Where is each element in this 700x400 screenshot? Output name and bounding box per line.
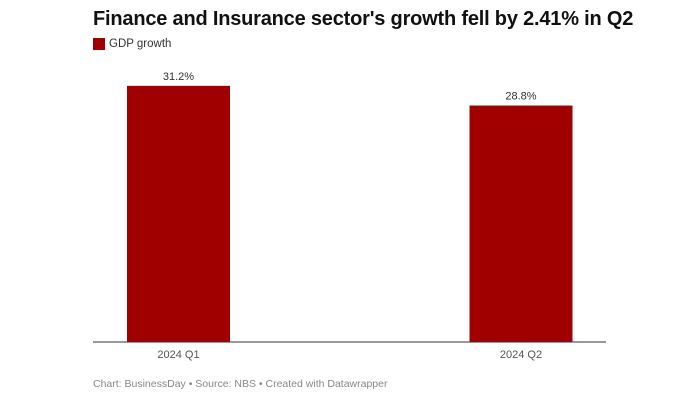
- chart-title: Finance and Insurance sector's growth fe…: [93, 8, 634, 30]
- data-label: 31.2%: [163, 71, 194, 83]
- legend-label: GDP growth: [109, 38, 172, 50]
- bar-2024-q2: [469, 105, 573, 343]
- data-label: 28.8%: [505, 91, 536, 103]
- chart-footer: Chart: BusinessDay • Source: NBS • Creat…: [93, 378, 388, 390]
- x-tick-label: 2024 Q2: [500, 349, 542, 361]
- legend: GDP growth: [93, 38, 171, 50]
- x-tick-label: 2024 Q1: [157, 349, 199, 361]
- legend-swatch: [93, 38, 105, 50]
- bar-2024-q1: [127, 85, 230, 343]
